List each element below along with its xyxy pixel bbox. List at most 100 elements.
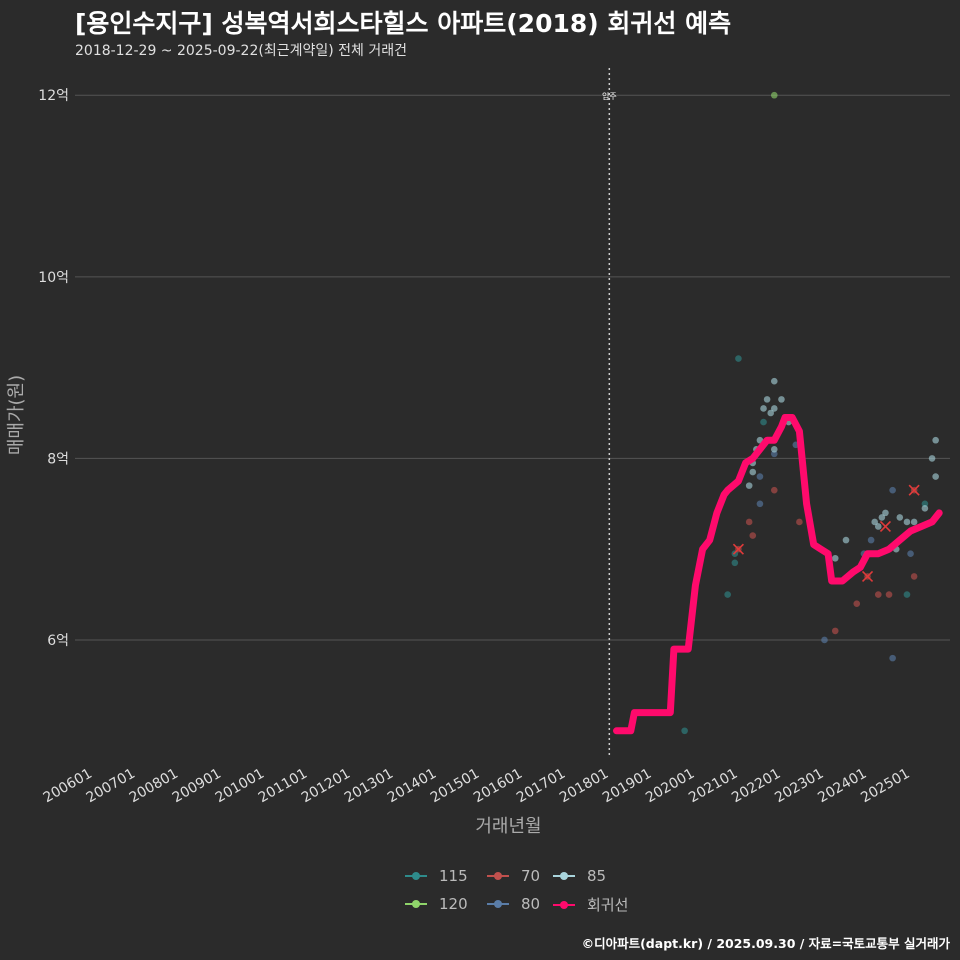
- data-point-85: [878, 514, 886, 521]
- data-point-85: [770, 405, 778, 412]
- regression-line: [613, 414, 943, 735]
- legend-label-115: 115: [439, 867, 468, 885]
- x-tick-label: 201101: [256, 766, 310, 807]
- data-point-85: [882, 509, 889, 517]
- data-point-70: [874, 591, 882, 598]
- x-tick-label: 201401: [385, 766, 439, 807]
- legend-item-120: 120: [405, 894, 468, 914]
- x-tick-label: 201301: [342, 766, 396, 807]
- data-point-85: [745, 482, 753, 489]
- legend-swatch-120: [405, 894, 427, 914]
- data-point-85: [910, 518, 918, 526]
- data-point-80: [756, 473, 764, 480]
- legend-item-85: 85: [553, 866, 606, 886]
- data-point-85: [871, 518, 878, 526]
- data-point-115: [921, 500, 929, 508]
- move-in-label: 입주: [602, 92, 617, 101]
- legend-label-80: 80: [521, 895, 541, 913]
- legend-swatch-115: [405, 866, 427, 886]
- data-point-80: [770, 450, 778, 458]
- x-tick-label: 202101: [686, 766, 740, 807]
- data-point-115: [724, 591, 731, 598]
- x-tick-label: 201901: [600, 766, 654, 807]
- x-tick-label: 201201: [299, 766, 353, 807]
- x-tick-label: 200701: [84, 766, 138, 807]
- chart-title: [용인수지구] 성복역서희스타힐스 아파트(2018) 회귀선 예측: [75, 9, 732, 38]
- data-point-85: [896, 514, 904, 521]
- legend-label-regression: 회귀선: [587, 896, 629, 914]
- chart-subtitle: 2018-12-29 ~ 2025-09-22(최근계약일) 전체 거래건: [75, 43, 407, 59]
- data-point-85: [763, 396, 771, 403]
- x-tick-label: 200601: [41, 766, 95, 807]
- x-tick-label: 201601: [471, 766, 525, 807]
- legend-label-85: 85: [587, 867, 607, 885]
- legend-item-80: 80: [487, 894, 540, 914]
- data-point-80: [907, 550, 914, 558]
- data-point-115: [681, 727, 688, 735]
- data-point-70: [745, 518, 753, 526]
- highlight-marker: [861, 570, 874, 582]
- x-tick-label: 201001: [213, 766, 267, 807]
- x-tick-label: 202501: [858, 766, 912, 807]
- highlight-marker: [732, 543, 744, 555]
- x-tick-label: 200901: [170, 766, 224, 807]
- data-point-115: [731, 559, 739, 567]
- data-point-85: [874, 523, 882, 530]
- data-point-85: [921, 505, 929, 512]
- y-tick-label: 10억: [38, 270, 69, 286]
- data-point-85: [770, 377, 778, 385]
- y-tick-label: 8억: [47, 451, 69, 467]
- data-point-85: [831, 554, 839, 562]
- data-point-80: [867, 536, 875, 544]
- data-point-115: [760, 418, 767, 426]
- legend-item-115: 115: [405, 866, 468, 886]
- legend-swatch-70: [487, 866, 509, 886]
- legend-label-70: 70: [521, 867, 541, 885]
- legend-item-70: 70: [487, 866, 540, 886]
- data-point-85: [749, 468, 757, 476]
- data-point-80: [889, 486, 896, 494]
- data-point-85: [770, 446, 778, 453]
- x-tick-label: 201501: [428, 766, 482, 807]
- footer-credit: ©디아파트(dapt.kr) / 2025.09.30 / 자료=국토교통부 실…: [581, 936, 950, 951]
- data-point-80: [821, 636, 828, 644]
- data-point-70: [749, 532, 757, 539]
- data-point-115: [903, 591, 911, 598]
- data-point-70: [910, 573, 918, 580]
- data-point-80: [889, 654, 896, 662]
- data-point-115: [735, 355, 742, 362]
- y-tick-label: 6억: [47, 633, 69, 649]
- legend-swatch-85: [553, 866, 575, 886]
- x-axis-title: 거래년월: [475, 816, 541, 837]
- legend-label-120: 120: [439, 895, 468, 913]
- data-point-70: [796, 518, 803, 526]
- data-point-85: [932, 473, 939, 480]
- x-tick-label: 202201: [729, 766, 783, 807]
- data-point-70: [770, 486, 778, 494]
- highlight-marker: [879, 520, 892, 533]
- y-tick-label: 12억: [38, 88, 69, 104]
- legend-swatch-regression: [553, 895, 575, 915]
- x-tick-label: 202301: [772, 766, 826, 807]
- x-tick-label: 202401: [815, 766, 869, 807]
- data-point-80: [756, 500, 764, 508]
- highlight-marker: [908, 484, 920, 496]
- data-point-85: [767, 409, 774, 417]
- x-tick-label: 200801: [127, 766, 181, 807]
- data-point-85: [903, 518, 911, 526]
- data-point-120: [770, 91, 778, 99]
- data-point-85: [778, 396, 785, 403]
- x-tick-label: 201701: [514, 766, 568, 807]
- legend-item-regression: 회귀선: [553, 894, 628, 915]
- data-point-70: [831, 627, 839, 635]
- x-tick-label: 202001: [643, 766, 697, 807]
- data-point-85: [928, 455, 936, 462]
- data-point-70: [853, 600, 861, 607]
- data-point-85: [760, 405, 767, 412]
- data-point-70: [885, 591, 893, 598]
- x-tick-label: 201801: [557, 766, 611, 807]
- data-point-85: [842, 536, 850, 544]
- legend-swatch-80: [487, 894, 509, 914]
- data-point-85: [932, 436, 939, 444]
